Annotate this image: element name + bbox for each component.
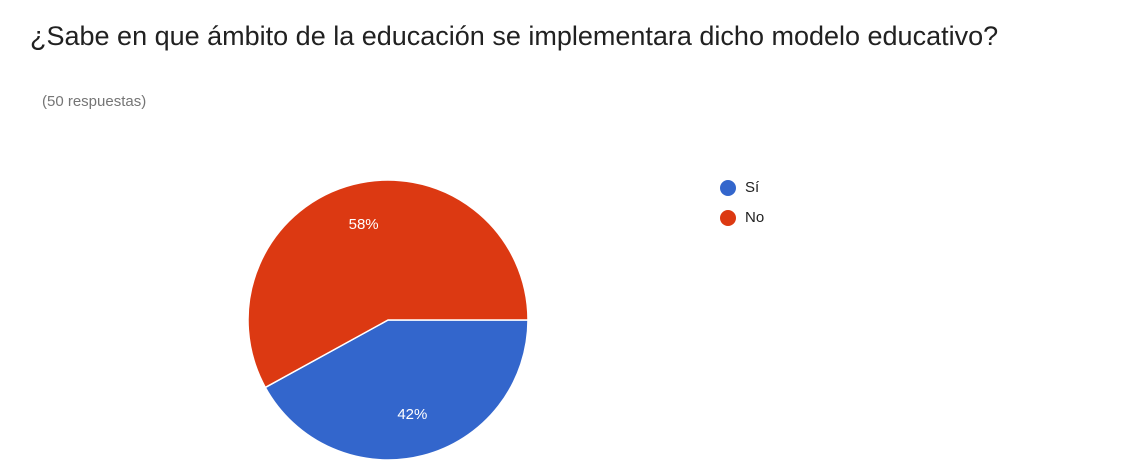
pie-slice	[264, 319, 529, 461]
pie-slice	[247, 179, 529, 389]
legend-label: Sí	[745, 179, 760, 196]
legend-marker	[720, 210, 736, 226]
legend-label: No	[745, 209, 764, 226]
value-label: 58%	[349, 216, 379, 233]
value-label: 42%	[397, 406, 427, 423]
chart-subtitle: (50 respuestas)	[42, 93, 147, 110]
legend-marker	[720, 180, 736, 196]
chart-title: ¿Sabe en que ámbito de la educación se i…	[30, 21, 999, 51]
